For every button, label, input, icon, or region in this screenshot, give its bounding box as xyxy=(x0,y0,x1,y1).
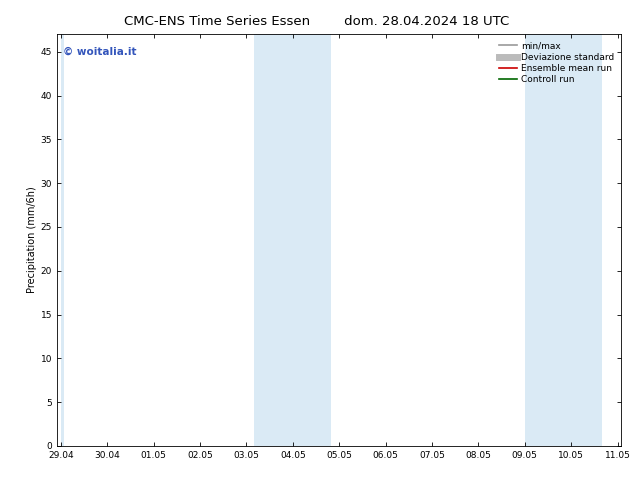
Y-axis label: Precipitation (mm/6h): Precipitation (mm/6h) xyxy=(27,187,37,294)
Text: © woitalia.it: © woitalia.it xyxy=(63,47,136,57)
Bar xyxy=(61,34,65,446)
Legend: min/max, Deviazione standard, Ensemble mean run, Controll run: min/max, Deviazione standard, Ensemble m… xyxy=(496,39,617,87)
Text: CMC-ENS Time Series Essen        dom. 28.04.2024 18 UTC: CMC-ENS Time Series Essen dom. 28.04.202… xyxy=(124,15,510,28)
Bar xyxy=(254,34,293,446)
Bar xyxy=(525,34,564,446)
Bar xyxy=(293,34,332,446)
Bar xyxy=(564,34,602,446)
